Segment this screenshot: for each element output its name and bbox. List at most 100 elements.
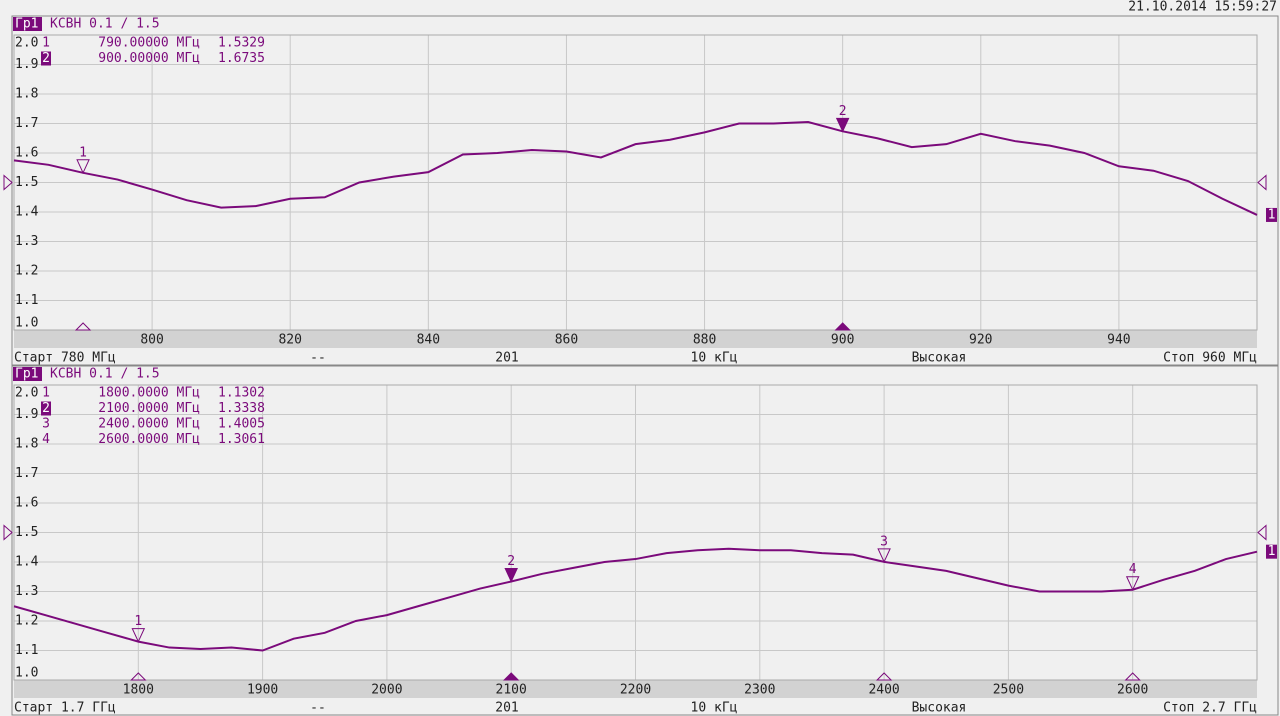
x-tick-label: 940 [1107,333,1130,348]
y-tick-label: 1.4 [15,555,39,570]
x-tick-label: 2200 [620,683,651,698]
y-tick-label: 1.3 [15,584,38,599]
marker-table-value: 1.3061 [218,432,265,447]
x-tick-label: 920 [969,333,992,348]
marker-axis-triangle [74,322,92,331]
marker-name-box [41,401,51,416]
trace-line [13,121,1258,216]
footer-text: 10 кГц [691,351,738,366]
marker-name-box [41,51,51,66]
footer-text: Стоп 2.7 ГГц [1163,701,1257,716]
y-tick-label: 1.6 [15,496,38,511]
marker-triangle [131,628,146,643]
marker-table-name: 3 [42,417,50,432]
trace-end-box [1266,544,1277,559]
chart-title: КСВН 0.1 / 1.5 [50,367,160,382]
trace-name: 1 [1268,207,1276,222]
marker-name: 2 [839,104,847,119]
marker-table-frequency: 2600.0000 МГц [98,432,200,447]
x-tick-label: 1900 [247,683,278,698]
y-tick-label: 1.7 [15,466,38,481]
x-tick-label: 1800 [123,683,154,698]
timestamp: 21.10.2014 15:59:27 [1128,0,1277,15]
y-tick-label: 1.3 [15,234,38,249]
marker-table-value: 1.5329 [218,36,265,51]
y-tick-label: 1.2 [15,614,38,629]
trace-name: 1 [1268,544,1276,559]
y-tick-label: 1.5 [15,175,38,190]
marker-table-value: 1.4005 [218,417,265,432]
x-tick-label: 860 [555,333,578,348]
marker-table-frequency: 790.00000 МГц [98,36,200,51]
marker-name: 4 [1129,562,1137,577]
marker-triangle [76,159,90,174]
footer-text: 10 кГц [691,701,738,716]
panel-frame [11,15,1279,366]
marker-table-name: 2 [42,401,50,416]
marker-axis-triangle [834,322,851,331]
x-tick-label: 820 [278,333,301,348]
marker-triangle [835,117,850,133]
trace-line [13,547,1258,652]
y-tick-label: 1.7 [15,116,38,131]
panel-frame [11,365,1279,716]
marker-table-name: 2 [42,51,50,66]
x-tick-label: 880 [693,333,716,348]
marker-name: 3 [880,534,888,549]
marker-triangle [504,568,518,583]
footer-text: 201 [495,701,518,716]
footer-text: Высокая [912,351,967,366]
marker-name: 2 [507,554,515,569]
footer-text: -- [310,351,326,366]
x-tick-label: 2500 [993,683,1024,698]
y-tick-label: 1.0 [15,316,38,331]
y-tick-label: 1.2 [15,264,38,279]
y-tick-label: 1.9 [15,407,38,422]
y-tick-label: 1.4 [15,205,39,220]
reference-marker-right [1257,174,1267,191]
trace-label: Гр1 [15,17,38,32]
y-tick-label: 1.1 [15,643,38,658]
marker-table-frequency: 900.00000 МГц [98,51,200,66]
x-tick-label: 2100 [496,683,527,698]
trace-label-box [13,367,42,381]
trace-label: Гр1 [15,367,38,382]
footer-text: Высокая [912,701,967,716]
x-axis-band [14,680,1257,698]
y-tick-label: 1.9 [15,57,38,72]
x-axis-band [14,330,1257,348]
marker-triangle [1125,576,1140,591]
chart-title: КСВН 0.1 / 1.5 [50,17,160,32]
marker-axis-triangle [502,672,520,681]
marker-table-value: 1.1302 [218,386,265,401]
marker-triangle [877,548,891,564]
reference-marker-right [1257,524,1267,541]
y-tick-label: 2.0 [15,386,38,401]
trace-label-box [13,17,42,31]
trace-end-box [1266,207,1277,222]
y-tick-label: 1.0 [15,666,38,681]
marker-table-name: 1 [42,386,50,401]
footer-text: -- [310,701,326,716]
reference-marker-left [3,174,13,191]
marker-table-name: 1 [42,36,50,51]
plot-frame [13,384,1258,681]
y-tick-label: 1.6 [15,146,38,161]
y-tick-label: 1.1 [15,293,38,308]
marker-table-value: 1.3338 [218,401,265,416]
x-tick-label: 2600 [1117,683,1148,698]
footer-text: 201 [495,351,518,366]
footer-text: Стоп 960 МГц [1163,351,1257,366]
y-tick-label: 1.5 [15,525,38,540]
marker-axis-triangle [875,672,893,681]
marker-table-value: 1.6735 [218,51,265,66]
footer-text: Старт 780 МГц [14,351,116,366]
x-tick-label: 840 [417,333,440,348]
marker-table-name: 4 [42,432,50,447]
reference-marker-left [3,524,13,541]
marker-table-frequency: 2100.0000 МГц [98,401,200,416]
y-tick-label: 1.8 [15,437,38,452]
marker-name: 1 [79,145,87,160]
marker-name: 1 [134,614,142,629]
